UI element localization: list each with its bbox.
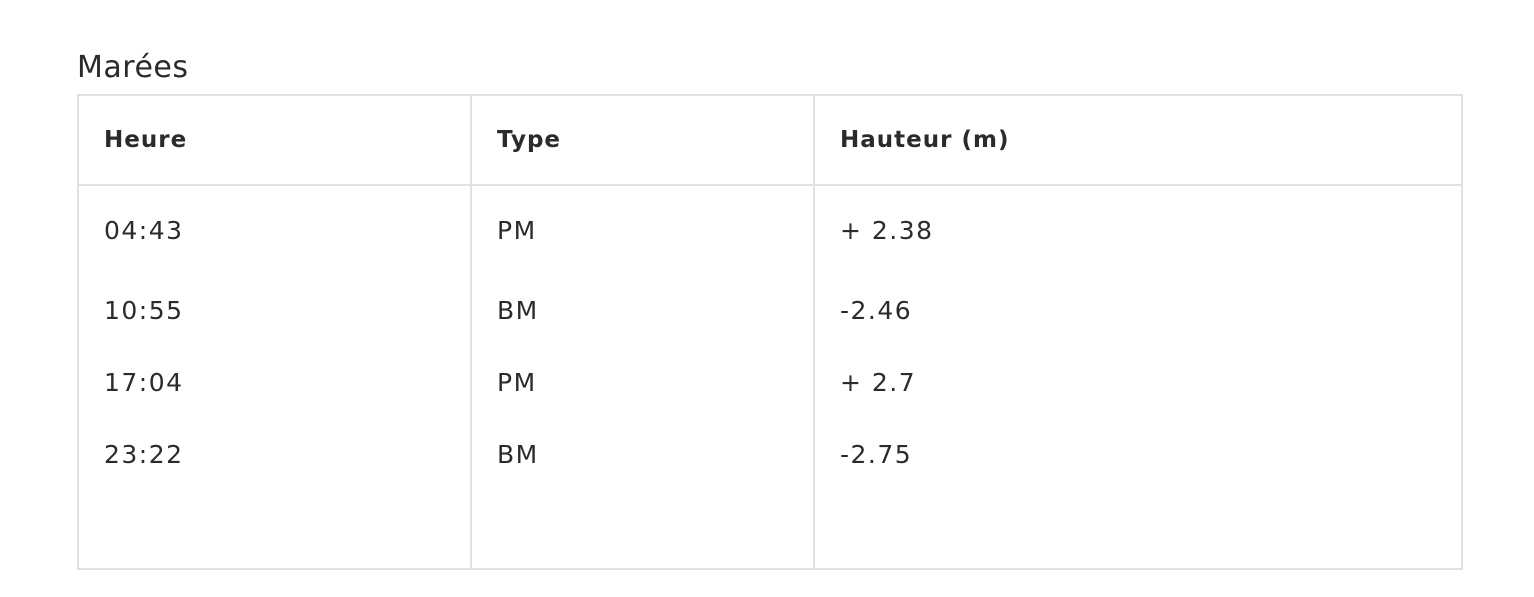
column-header-heure: Heure (77, 95, 472, 186)
cell-heure: 04:43 (77, 185, 472, 274)
cell-heure: 17:04 (77, 346, 472, 418)
cell-type: BM (470, 274, 815, 346)
column-header-type: Type (470, 95, 815, 186)
cell-hauteur: -2.75 (813, 418, 1463, 490)
table-header: Heure Type Hauteur (m) (77, 95, 1463, 186)
table-header-row: Heure Type Hauteur (m) (77, 95, 1463, 186)
empty-cell (77, 490, 472, 569)
empty-cell (470, 490, 815, 569)
empty-cell (813, 490, 1463, 569)
cell-hauteur: + 2.7 (813, 346, 1463, 418)
cell-hauteur: -2.46 (813, 274, 1463, 346)
cell-type: BM (470, 418, 815, 490)
table-row: 17:04 PM + 2.7 (77, 346, 1463, 418)
cell-heure: 10:55 (77, 274, 472, 346)
table-row: 04:43 PM + 2.38 (77, 185, 1463, 274)
table-row: 10:55 BM -2.46 (77, 274, 1463, 346)
cell-hauteur: + 2.38 (813, 185, 1463, 274)
column-header-hauteur: Hauteur (m) (813, 95, 1463, 186)
cell-type: PM (470, 346, 815, 418)
tides-table: Heure Type Hauteur (m) 04:43 PM + 2.38 1… (77, 94, 1463, 570)
table-body: 04:43 PM + 2.38 10:55 BM -2.46 17:04 PM … (77, 185, 1463, 569)
cell-type: PM (470, 185, 815, 274)
table-row: 23:22 BM -2.75 (77, 418, 1463, 490)
table-spacer-row (77, 490, 1463, 569)
section-title: Marées (77, 50, 189, 85)
cell-heure: 23:22 (77, 418, 472, 490)
